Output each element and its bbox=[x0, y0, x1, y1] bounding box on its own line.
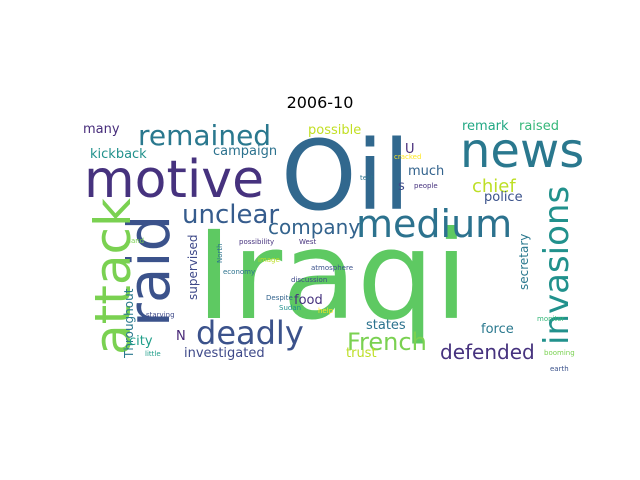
word-economy: economy bbox=[223, 268, 255, 276]
word-kickback: kickback bbox=[90, 147, 147, 162]
word-force: force bbox=[481, 322, 514, 337]
word-little: little bbox=[145, 350, 161, 358]
word-states: states bbox=[366, 318, 406, 333]
word-motive: motive bbox=[84, 150, 264, 210]
word-investigated: investigated bbox=[184, 346, 265, 361]
word-remark: remark bbox=[462, 119, 509, 134]
word-land: land bbox=[129, 237, 144, 245]
word-city: city bbox=[129, 334, 153, 349]
word-secretary: secretary bbox=[517, 234, 531, 290]
word-attack: attack bbox=[84, 198, 142, 355]
word-starving: starving bbox=[146, 311, 175, 319]
word-iraqi: Iraqi bbox=[196, 205, 468, 347]
word-chief: chief bbox=[472, 176, 516, 197]
word-unclear: unclear bbox=[182, 200, 279, 230]
word-defended: defended bbox=[440, 340, 535, 364]
word-people: people bbox=[414, 182, 438, 190]
word-police: police bbox=[484, 190, 523, 205]
word-sudan: Sudan bbox=[279, 304, 301, 312]
word-despite: Despite bbox=[266, 294, 293, 302]
word-possible: possible bbox=[308, 123, 361, 138]
word-supervised: supervised bbox=[186, 235, 200, 300]
word-u: U bbox=[405, 142, 415, 157]
word-discussion: discussion bbox=[291, 276, 327, 284]
word-food: food bbox=[294, 293, 323, 308]
word-company: company bbox=[268, 215, 360, 239]
word-monitor: monitor bbox=[537, 315, 565, 323]
word-s: s bbox=[398, 179, 405, 194]
word-french: French bbox=[347, 328, 427, 356]
word-deadly: deadly bbox=[196, 314, 304, 352]
word-test: test bbox=[360, 174, 374, 182]
word-campaign: campaign bbox=[213, 144, 277, 159]
word-booming: booming bbox=[544, 349, 575, 357]
word-west: West bbox=[299, 238, 316, 246]
word-medium: medium bbox=[356, 202, 512, 246]
word-cracked: cracked bbox=[394, 153, 421, 161]
word-image: image bbox=[258, 256, 280, 264]
word-invasions: invasions bbox=[537, 186, 577, 345]
word-remained: remained bbox=[138, 119, 271, 152]
word-news: news bbox=[460, 123, 584, 179]
word-n: N bbox=[176, 329, 186, 344]
word-raised: raised bbox=[519, 119, 559, 134]
word-help: help bbox=[318, 307, 334, 315]
word-possibility: possibility bbox=[239, 238, 274, 246]
word-trust: trust bbox=[346, 346, 377, 361]
chart-title: 2006-10 bbox=[286, 93, 354, 112]
word-many: many bbox=[83, 122, 120, 137]
word-earth: earth bbox=[550, 365, 569, 373]
word-much: much bbox=[408, 164, 444, 179]
word-north: North bbox=[216, 243, 224, 263]
word-throughout: Throughout bbox=[122, 288, 136, 359]
word-atmosphere: atmosphere bbox=[311, 264, 353, 272]
word-oil: Oil bbox=[281, 120, 410, 232]
word-raid: raid bbox=[115, 215, 183, 327]
